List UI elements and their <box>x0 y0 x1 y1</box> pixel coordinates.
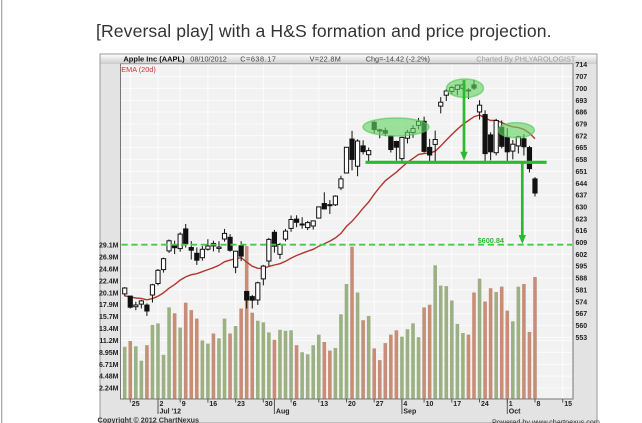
svg-text:2: 2 <box>160 401 164 408</box>
svg-text:4: 4 <box>403 401 407 408</box>
svg-text:574: 574 <box>576 299 588 306</box>
svg-text:6.71M: 6.71M <box>99 362 119 369</box>
svg-text:637: 637 <box>576 193 588 200</box>
svg-text:1: 1 <box>509 401 513 408</box>
svg-text:V=22.8M: V=22.8M <box>310 55 342 64</box>
svg-text:20: 20 <box>348 401 356 408</box>
svg-text:602: 602 <box>576 252 588 259</box>
svg-text:4.48M: 4.48M <box>99 374 119 381</box>
svg-text:15: 15 <box>564 401 572 408</box>
svg-text:8.95M: 8.95M <box>99 350 119 357</box>
svg-text:686: 686 <box>576 110 588 117</box>
svg-text:707: 707 <box>576 74 588 81</box>
svg-text:567: 567 <box>576 311 588 318</box>
svg-text:Jul '12: Jul '12 <box>160 409 182 416</box>
svg-text:30: 30 <box>265 401 273 408</box>
svg-text:Copyright © 2012 ChartNexus: Copyright © 2012 ChartNexus <box>98 416 200 423</box>
svg-text:17: 17 <box>453 401 461 408</box>
svg-text:644: 644 <box>576 181 588 188</box>
svg-text:24: 24 <box>481 401 489 408</box>
svg-text:13: 13 <box>320 401 328 408</box>
svg-text:27: 27 <box>376 401 384 408</box>
svg-text:700: 700 <box>576 86 588 93</box>
svg-text:2.24M: 2.24M <box>99 386 119 393</box>
svg-text:10: 10 <box>426 401 434 408</box>
svg-text:658: 658 <box>576 157 588 164</box>
svg-text:13.4M: 13.4M <box>99 326 119 333</box>
svg-text:22.4M: 22.4M <box>99 278 119 285</box>
svg-text:616: 616 <box>576 228 588 235</box>
svg-text:665: 665 <box>576 145 588 152</box>
svg-text:08/10/2012: 08/10/2012 <box>190 55 227 64</box>
svg-text:23: 23 <box>237 401 245 408</box>
svg-text:679: 679 <box>576 122 588 129</box>
svg-text:672: 672 <box>576 133 588 140</box>
svg-text:20.1M: 20.1M <box>99 290 119 297</box>
svg-text:26.9M: 26.9M <box>99 255 119 262</box>
svg-text:[Reversal play] with a H&S for: [Reversal play] with a H&S formation and… <box>96 21 552 41</box>
svg-text:651: 651 <box>576 169 588 176</box>
svg-text:Apple Inc (AAPL): Apple Inc (AAPL) <box>123 55 185 64</box>
svg-text:Chg=-14.42 (-2.2%): Chg=-14.42 (-2.2%) <box>366 55 430 64</box>
svg-text:Charted By PHLYAROLOGIST: Charted By PHLYAROLOGIST <box>476 55 576 64</box>
svg-text:$600.84: $600.84 <box>478 236 505 245</box>
svg-text:588: 588 <box>576 276 588 283</box>
svg-text:6: 6 <box>293 401 297 408</box>
svg-text:11.2M: 11.2M <box>99 338 118 345</box>
svg-text:630: 630 <box>576 205 588 212</box>
svg-text:8: 8 <box>537 401 541 408</box>
svg-text:560: 560 <box>576 323 588 330</box>
svg-text:25: 25 <box>132 401 140 408</box>
svg-text:15.7M: 15.7M <box>99 314 119 321</box>
svg-text:Sep: Sep <box>403 409 416 416</box>
svg-text:EMA (20d): EMA (20d) <box>121 65 155 74</box>
svg-text:Powered by www.chartnexus.com: Powered by www.chartnexus.com <box>492 418 600 423</box>
svg-text:29.1M: 29.1M <box>99 243 119 250</box>
svg-text:17.9M: 17.9M <box>99 302 119 309</box>
svg-text:623: 623 <box>576 216 588 223</box>
svg-text:24.6M: 24.6M <box>99 266 119 273</box>
svg-text:553: 553 <box>576 335 588 342</box>
svg-text:C=638.17: C=638.17 <box>240 55 276 64</box>
svg-text:609: 609 <box>576 240 588 247</box>
svg-text:Aug: Aug <box>276 409 290 416</box>
svg-text:595: 595 <box>576 264 588 271</box>
svg-text:714: 714 <box>576 62 588 69</box>
svg-text:9: 9 <box>182 401 186 408</box>
svg-text:Oct: Oct <box>509 409 521 416</box>
svg-text:16: 16 <box>209 401 217 408</box>
svg-text:581: 581 <box>576 287 588 294</box>
svg-text:693: 693 <box>576 98 588 105</box>
